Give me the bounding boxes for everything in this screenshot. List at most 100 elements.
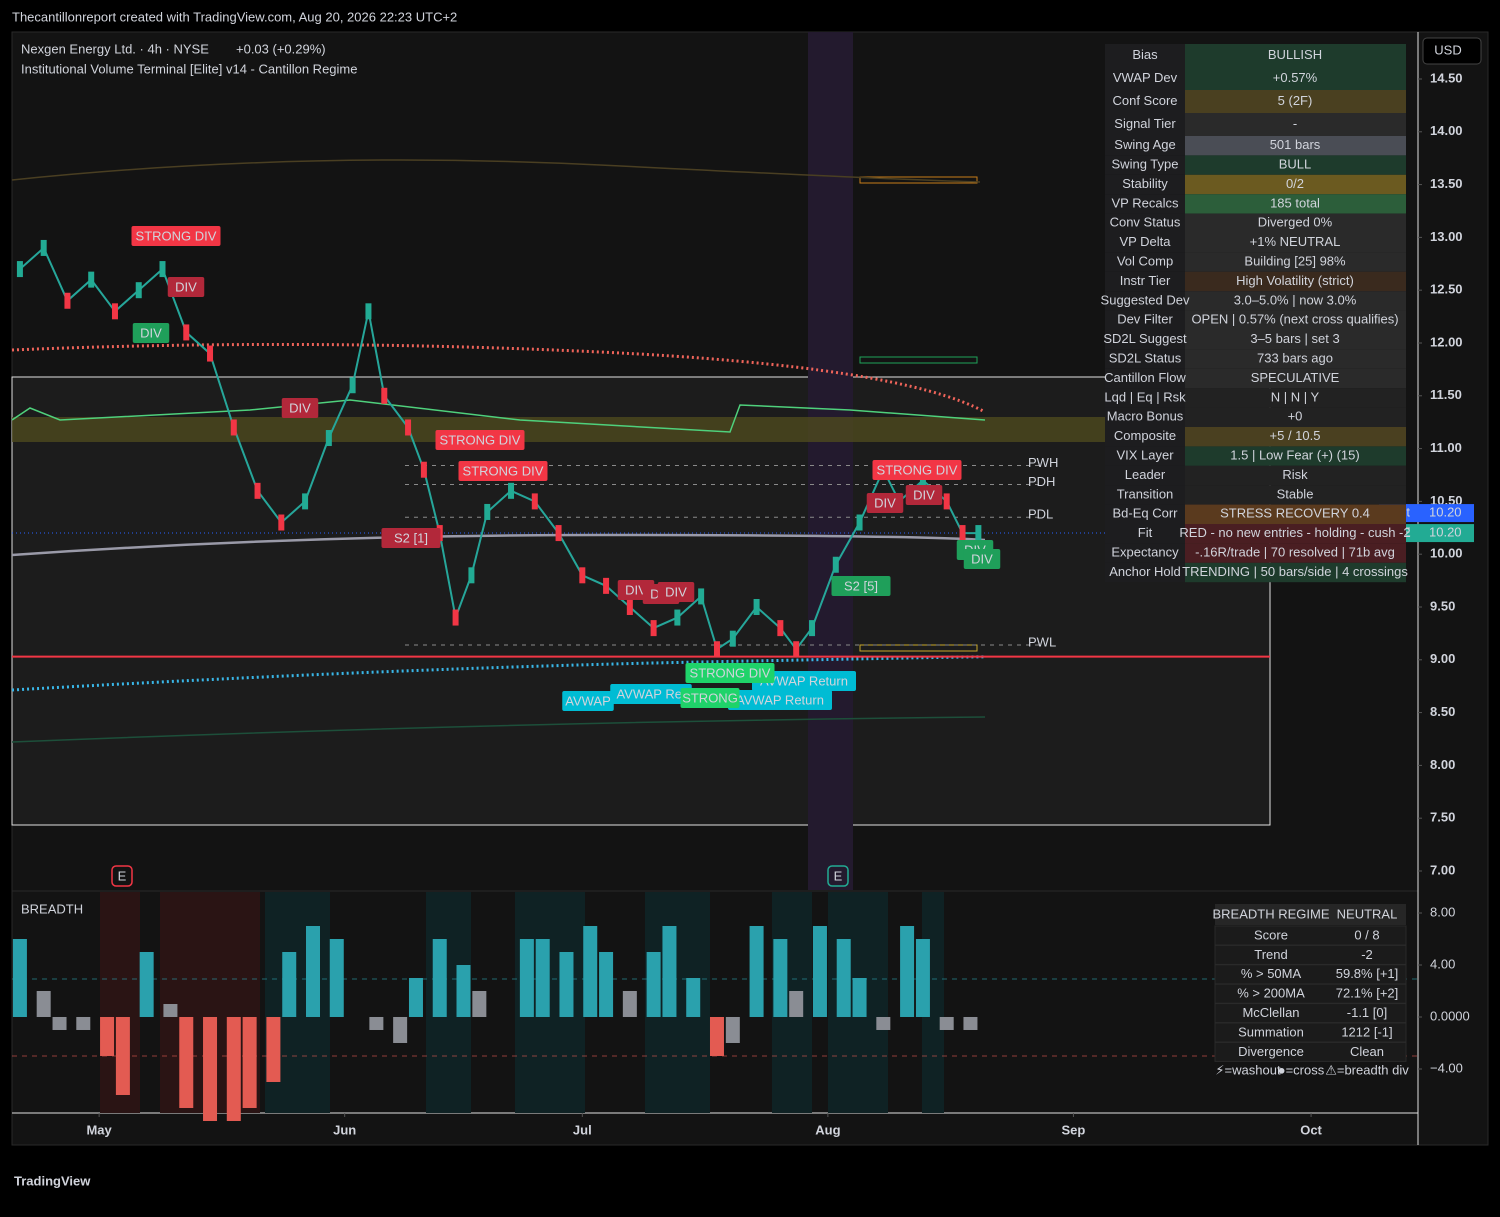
y-tick-label: 13.00	[1430, 229, 1463, 244]
table-value: 1.5 | Low Fear (+) (15)	[1230, 448, 1359, 463]
annotation-box	[728, 690, 832, 710]
table-cell	[1105, 213, 1185, 233]
table-cell	[1185, 330, 1406, 350]
y-tick-label: 9.00	[1430, 651, 1455, 666]
annotation: DIV	[913, 487, 935, 502]
table-cell	[1185, 388, 1406, 408]
table-cell	[1185, 349, 1406, 369]
table-value: STRESS RECOVERY 0.4	[1220, 506, 1370, 521]
breadth-bar	[836, 938, 851, 1017]
price-line	[19, 246, 979, 651]
breadth-bar	[535, 938, 550, 1017]
table-label: Lqd | Eq | Rsk	[1104, 389, 1186, 404]
annotation-box	[872, 460, 962, 480]
table-cell	[1185, 174, 1406, 195]
annotation-box	[381, 528, 441, 548]
table-cell	[1105, 465, 1185, 486]
table-cell	[1105, 310, 1185, 330]
annotation: DIV	[665, 584, 687, 599]
table-label: Signal Tier	[1114, 116, 1176, 131]
table-cell	[1105, 67, 1185, 90]
y-tick-label: 12.00	[1430, 334, 1463, 349]
table-value: 1212 [-1]	[1341, 1024, 1392, 1039]
breadth-bar	[686, 977, 701, 1017]
y-tick-label: 13.50	[1430, 176, 1463, 191]
breadth-bar	[789, 990, 804, 1017]
table-label: Trend	[1254, 947, 1287, 962]
candle	[856, 514, 863, 531]
breadth-bar	[599, 951, 614, 1017]
table-label: Fit	[1138, 525, 1153, 540]
table-label: Swing Type	[1112, 157, 1179, 172]
annotation: DIV	[289, 400, 311, 415]
table-cell	[1185, 485, 1406, 505]
annotation: DIV	[625, 582, 647, 597]
table-value: 5 (2F)	[1278, 93, 1313, 108]
table-cell	[1105, 446, 1185, 466]
annotation-box	[610, 684, 692, 704]
table-value: SPECULATIVE	[1251, 370, 1340, 385]
candle	[832, 556, 839, 573]
candle	[405, 419, 412, 436]
table-cell	[1185, 90, 1406, 113]
breadth-bar	[408, 977, 423, 1017]
table-value: TRENDING | 50 bars/side | 4 crossings	[1182, 564, 1408, 579]
event-label: E	[834, 868, 843, 883]
annotation-box	[963, 549, 1001, 569]
candle	[919, 472, 926, 489]
candle	[278, 514, 285, 531]
table-cell	[1105, 427, 1185, 447]
table-value: 0 / 8	[1354, 927, 1379, 942]
breadth-bar	[646, 951, 661, 1017]
y-tick-label: 9.50	[1430, 598, 1455, 613]
table-cell	[1105, 485, 1185, 505]
candle	[325, 430, 332, 447]
breadth-bar	[812, 925, 827, 1017]
annotation: STRONG DIV	[136, 228, 217, 243]
table-value: N | N | Y	[1271, 389, 1320, 404]
breadth-bar	[266, 1016, 281, 1082]
breadth-bar	[472, 990, 487, 1017]
table-value: Building [25] 98%	[1244, 254, 1346, 269]
breadth-bar	[559, 951, 574, 1017]
table-label: Conv Status	[1110, 215, 1181, 230]
table-value: 72.1% [+2]	[1336, 986, 1399, 1001]
table-cell	[1105, 113, 1185, 136]
table-cell	[1185, 465, 1406, 486]
table-label: VIX Layer	[1116, 448, 1174, 463]
candle	[452, 609, 459, 626]
table-label: Expectancy	[1111, 545, 1179, 560]
candle	[484, 503, 491, 520]
breadth-bar	[115, 1016, 130, 1095]
x-tick-label: Jun	[333, 1122, 356, 1137]
table-cell	[1105, 330, 1185, 350]
y-tick-label: 12.50	[1430, 282, 1463, 297]
table-cell	[1185, 524, 1406, 544]
annotation: AVWAP	[565, 693, 611, 708]
table-cell	[1185, 291, 1406, 311]
band-line	[11, 159, 981, 183]
table-cell	[1105, 155, 1185, 175]
y-tick-label: 10.00	[1430, 546, 1463, 561]
table-value: RED - no new entries - holding - cush -2	[1179, 525, 1410, 540]
table-cell	[1185, 368, 1406, 389]
breadth-bar	[852, 977, 867, 1017]
annotation-box	[435, 430, 525, 450]
box-zone	[11, 376, 1271, 826]
level-label: PDH	[1028, 474, 1055, 489]
annotation-box	[458, 461, 548, 481]
currency-button[interactable]	[1422, 37, 1482, 65]
table-cell	[1105, 174, 1185, 195]
annotation: DIV	[140, 325, 162, 340]
annotation-box	[167, 277, 205, 297]
table-value: 0/2	[1286, 176, 1304, 191]
candle	[555, 525, 562, 542]
zone-box	[859, 176, 978, 184]
table-label: Cantillon Flow	[1104, 370, 1186, 385]
band-line	[11, 399, 986, 433]
table-value: OPEN | 0.57% (next cross qualifies)	[1191, 312, 1398, 327]
breadth-bar	[242, 1016, 257, 1108]
event-icon	[827, 865, 849, 887]
candle	[40, 239, 47, 256]
x-tick-label: Sep	[1062, 1122, 1086, 1137]
